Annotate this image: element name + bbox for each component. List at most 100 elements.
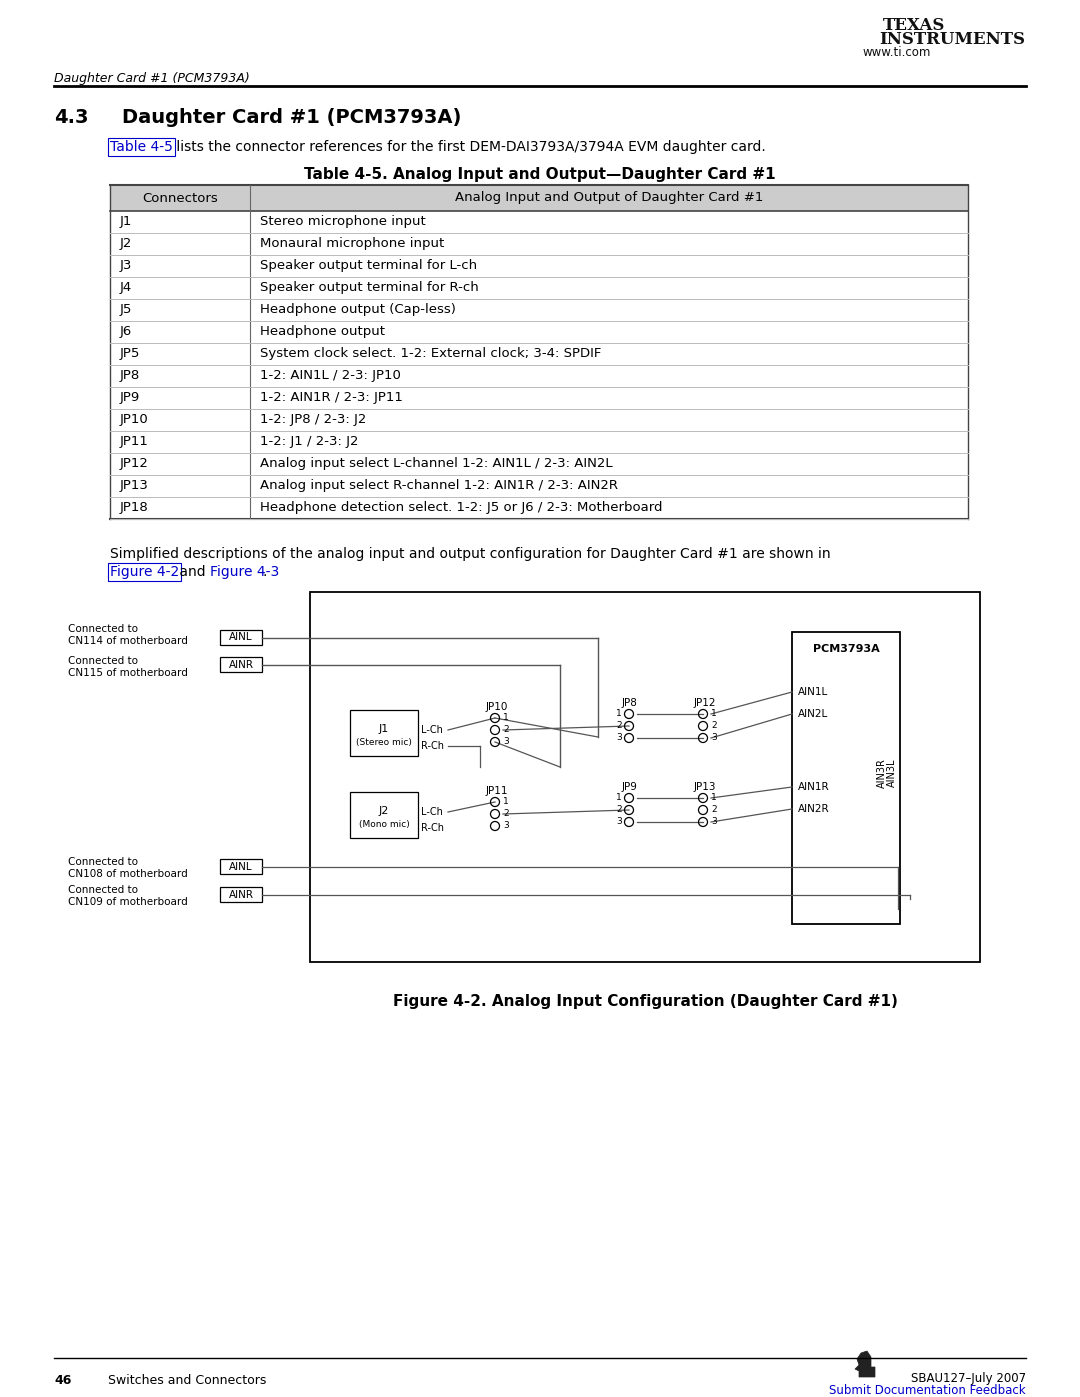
- Text: AIN2L: AIN2L: [798, 710, 828, 719]
- Text: Headphone detection select. 1-2: J5 or J6 / 2-3: Motherboard: Headphone detection select. 1-2: J5 or J…: [260, 502, 662, 514]
- Text: JP18: JP18: [120, 502, 149, 514]
- Text: Speaker output terminal for R-ch: Speaker output terminal for R-ch: [260, 282, 478, 295]
- Text: INSTRUMENTS: INSTRUMENTS: [879, 32, 1025, 49]
- Bar: [310, 592, 980, 963]
- Text: 1: 1: [503, 714, 509, 722]
- Bar: [350, 792, 418, 838]
- Text: R-Ch: R-Ch: [421, 823, 444, 833]
- Text: R-Ch: R-Ch: [421, 740, 444, 752]
- Text: JP8: JP8: [120, 369, 140, 383]
- Text: JP12: JP12: [120, 457, 149, 471]
- Text: L-Ch: L-Ch: [421, 807, 443, 817]
- Text: J5: J5: [120, 303, 133, 317]
- Text: 3: 3: [616, 817, 622, 827]
- Text: L-Ch: L-Ch: [421, 725, 443, 735]
- Text: AINR: AINR: [229, 890, 254, 900]
- Text: AINL: AINL: [229, 862, 253, 872]
- Text: AIN1L: AIN1L: [798, 687, 828, 697]
- Text: 2: 2: [711, 721, 717, 731]
- Text: 1-2: AIN1L / 2-3: JP10: 1-2: AIN1L / 2-3: JP10: [260, 369, 401, 383]
- Text: 2: 2: [503, 809, 509, 819]
- Text: JP8: JP8: [622, 698, 638, 708]
- Text: 3: 3: [616, 733, 622, 742]
- Text: J3: J3: [120, 260, 133, 272]
- Text: JP13: JP13: [120, 479, 149, 493]
- Text: Connectors: Connectors: [143, 191, 218, 204]
- Text: JP9: JP9: [120, 391, 140, 405]
- Text: J1: J1: [120, 215, 133, 229]
- Text: AIN1R: AIN1R: [798, 782, 829, 792]
- Text: Stereo microphone input: Stereo microphone input: [260, 215, 426, 229]
- Text: (Stereo mic): (Stereo mic): [356, 738, 411, 747]
- Text: ψ: ψ: [860, 25, 869, 39]
- Text: JP11: JP11: [486, 787, 509, 796]
- Text: J4: J4: [120, 282, 132, 295]
- Text: 1-2: AIN1R / 2-3: JP11: 1-2: AIN1R / 2-3: JP11: [260, 391, 403, 405]
- Text: 2: 2: [616, 806, 622, 814]
- Text: 2: 2: [711, 806, 717, 814]
- Text: Submit Documentation Feedback: Submit Documentation Feedback: [829, 1384, 1026, 1397]
- Text: SBAU127–July 2007: SBAU127–July 2007: [910, 1372, 1026, 1384]
- Text: JP10: JP10: [120, 414, 149, 426]
- Text: JP9: JP9: [622, 782, 638, 792]
- Text: Analog Input and Output of Daughter Card #1: Analog Input and Output of Daughter Card…: [455, 191, 764, 204]
- Text: AINR: AINR: [229, 659, 254, 669]
- Text: Table 4-5: Table 4-5: [110, 140, 173, 154]
- Text: JP11: JP11: [120, 436, 149, 448]
- Text: Figure 4-3: Figure 4-3: [210, 564, 280, 578]
- Text: CN108 of motherboard: CN108 of motherboard: [68, 869, 188, 879]
- Text: 1: 1: [711, 710, 717, 718]
- Text: TEXAS: TEXAS: [883, 18, 945, 35]
- Text: Connected to: Connected to: [68, 657, 138, 666]
- Text: Analog input select L-channel 1-2: AIN1L / 2-3: AIN2L: Analog input select L-channel 1-2: AIN1L…: [260, 457, 612, 471]
- Text: J6: J6: [120, 326, 132, 338]
- Text: 3: 3: [503, 821, 509, 830]
- Text: 4.3: 4.3: [54, 108, 89, 127]
- Text: CN114 of motherboard: CN114 of motherboard: [68, 636, 188, 645]
- Text: (Mono mic): (Mono mic): [359, 820, 409, 828]
- Text: JP5: JP5: [120, 348, 140, 360]
- Text: .: .: [264, 564, 268, 578]
- Text: Figure 4-2. Analog Input Configuration (Daughter Card #1): Figure 4-2. Analog Input Configuration (…: [392, 995, 897, 1009]
- Text: 3: 3: [711, 733, 717, 742]
- Text: AINL: AINL: [229, 633, 253, 643]
- Bar: [792, 631, 900, 923]
- Text: Monaural microphone input: Monaural microphone input: [260, 237, 444, 250]
- Text: 1-2: JP8 / 2-3: J2: 1-2: JP8 / 2-3: J2: [260, 414, 366, 426]
- Text: 3: 3: [503, 738, 509, 746]
- Text: CN115 of motherboard: CN115 of motherboard: [68, 668, 188, 678]
- Text: CN109 of motherboard: CN109 of motherboard: [68, 897, 188, 907]
- Text: www.ti.com: www.ti.com: [863, 46, 931, 60]
- Text: 1-2: J1 / 2-3: J2: 1-2: J1 / 2-3: J2: [260, 436, 359, 448]
- Text: 2: 2: [616, 721, 622, 731]
- Text: and: and: [175, 564, 210, 578]
- Text: JP10: JP10: [486, 703, 509, 712]
- Text: J2: J2: [120, 237, 133, 250]
- Text: Speaker output terminal for L-ch: Speaker output terminal for L-ch: [260, 260, 477, 272]
- Text: Table 4-5. Analog Input and Output—Daughter Card #1: Table 4-5. Analog Input and Output—Daugh…: [305, 168, 775, 182]
- Text: PCM3793A: PCM3793A: [812, 644, 879, 654]
- Text: Headphone output (Cap-less): Headphone output (Cap-less): [260, 303, 456, 317]
- Text: 2: 2: [503, 725, 509, 735]
- Text: J1: J1: [379, 724, 389, 733]
- Text: 46: 46: [54, 1375, 71, 1387]
- Text: 3: 3: [711, 817, 717, 827]
- Text: 1: 1: [616, 793, 622, 802]
- Text: Connected to: Connected to: [68, 856, 138, 868]
- Bar: [110, 184, 968, 211]
- Text: Connected to: Connected to: [68, 624, 138, 634]
- Bar: [220, 657, 262, 672]
- Text: 1: 1: [711, 793, 717, 802]
- Text: Headphone output: Headphone output: [260, 326, 384, 338]
- Text: Figure 4-2: Figure 4-2: [110, 564, 179, 578]
- Bar: [220, 859, 262, 875]
- Text: Daughter Card #1 (PCM3793A): Daughter Card #1 (PCM3793A): [54, 73, 249, 85]
- Text: JP13: JP13: [694, 782, 716, 792]
- Text: System clock select. 1-2: External clock; 3-4: SPDIF: System clock select. 1-2: External clock…: [260, 348, 602, 360]
- Bar: [220, 630, 262, 645]
- Text: 1: 1: [616, 710, 622, 718]
- Polygon shape: [855, 1351, 875, 1377]
- Text: J2: J2: [379, 806, 389, 816]
- Text: Switches and Connectors: Switches and Connectors: [108, 1375, 267, 1387]
- Text: lists the connector references for the first DEM-DAI3793A/3794A EVM daughter car: lists the connector references for the f…: [172, 140, 766, 154]
